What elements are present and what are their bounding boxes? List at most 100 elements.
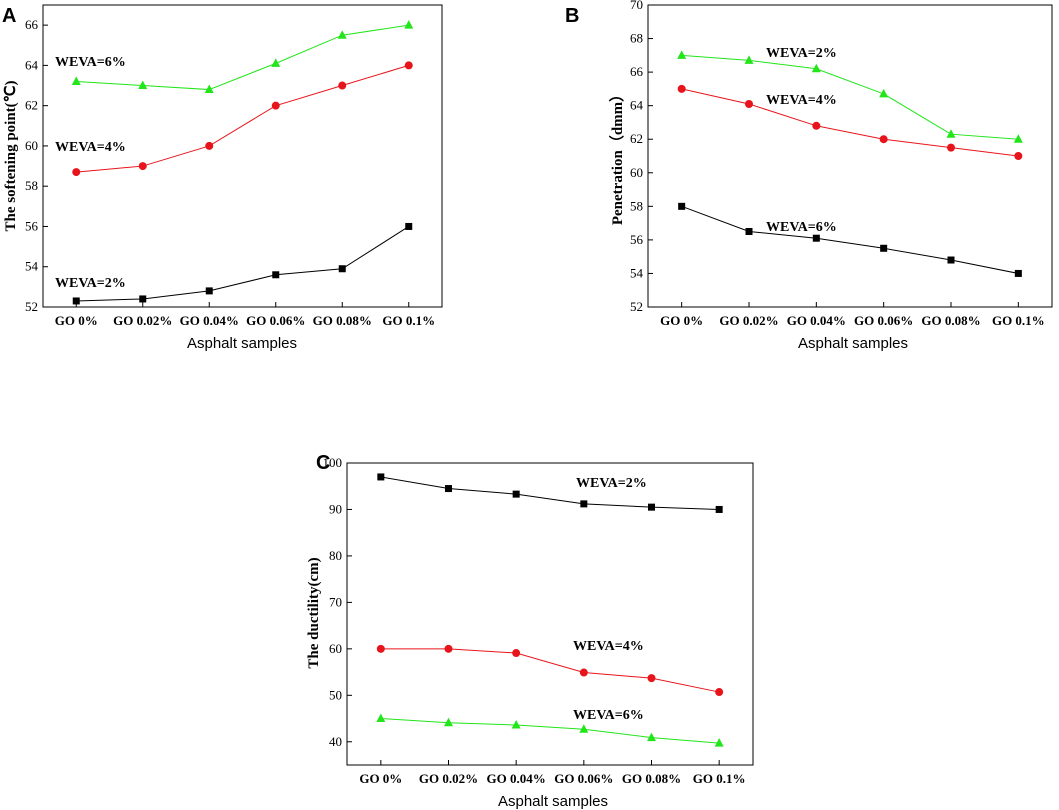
x-tick-label: GO 0.02%	[719, 313, 778, 328]
x-tick-label: GO 0.06%	[246, 313, 305, 328]
series-line-2	[681, 54, 1019, 140]
data-point-triangle	[811, 63, 821, 73]
series-line-0	[681, 205, 1019, 274]
y-tick-label: 60	[25, 138, 38, 153]
chart-panel-c: 40 50 60 70 80 90 100 GO 0% GO 0.02% GO 0.04% GO 0…	[306, 452, 754, 810]
data-point-square	[1014, 269, 1022, 277]
data-point-circle	[647, 674, 656, 683]
data-point-triangle	[71, 76, 81, 86]
data-point-triangle	[404, 20, 414, 29]
data-point-circle	[138, 162, 147, 171]
series-line-2	[76, 24, 409, 91]
series-annotation: WEVA=2%	[55, 276, 126, 291]
x-tick-label: GO 0%	[55, 313, 98, 328]
y-tick-label: 40	[329, 734, 342, 749]
y-tick-label: 52	[25, 299, 38, 314]
chart-panel-a: 52 54 56 58 60 62 64 66 GO 0% GO 0.02% GO 0.04% GO …	[2, 4, 443, 352]
x-tick-label: GO 0.1%	[992, 313, 1045, 328]
data-point-circle	[579, 668, 588, 677]
panel-label: A	[2, 5, 16, 27]
x-axis-title: Asphalt samples	[187, 335, 297, 352]
x-tick-label: GO 0.1%	[693, 771, 746, 786]
y-axis-title: The softening point(℃)	[3, 80, 19, 231]
data-point-triangle	[376, 713, 386, 723]
data-point-square	[205, 287, 213, 295]
data-point-triangle	[744, 55, 754, 64]
series-line-0	[380, 476, 720, 510]
data-point-circle	[444, 644, 453, 653]
data-point-square	[880, 244, 888, 252]
y-axis-title: The ductility(cm)	[306, 557, 322, 668]
data-point-square	[580, 500, 588, 508]
y-tick-label: 50	[329, 687, 342, 702]
series-annotation: WEVA=4%	[573, 639, 644, 654]
data-point-circle	[338, 81, 347, 90]
series-line-2	[380, 718, 720, 744]
data-point-square	[648, 503, 655, 511]
x-tick-label: GO 0.04%	[787, 313, 846, 328]
data-point-square	[512, 490, 520, 498]
data-point-square	[338, 265, 346, 273]
data-point-circle	[512, 649, 521, 658]
data-point-circle	[271, 101, 280, 110]
y-tick-label: 70	[630, 0, 643, 12]
data-point-circle	[404, 61, 413, 70]
data-point-circle	[677, 84, 686, 93]
data-point-circle	[376, 644, 385, 653]
plot-frame	[346, 462, 754, 766]
x-axis-title: Asphalt samples	[498, 793, 608, 810]
series-annotation: WEVA=2%	[576, 476, 647, 491]
data-point-square	[947, 256, 955, 264]
y-tick-label: 68	[630, 31, 643, 46]
data-point-circle	[1014, 152, 1023, 160]
x-tick-label: GO 0.08%	[622, 771, 681, 786]
data-point-triangle	[511, 720, 521, 729]
y-tick-label: 62	[630, 131, 643, 146]
plot-frame	[647, 4, 1053, 308]
x-tick-label: GO 0%	[359, 771, 402, 786]
y-tick-label: 54	[25, 259, 39, 274]
data-point-square	[678, 202, 686, 210]
y-tick-label: 64	[25, 57, 39, 72]
data-point-circle	[72, 168, 81, 177]
y-tick-label: 56	[25, 218, 39, 233]
y-tick-label: 56	[630, 232, 644, 247]
series-annotation: WEVA=2%	[766, 46, 837, 61]
series-line-1	[76, 64, 409, 173]
data-point-triangle	[444, 717, 453, 727]
x-tick-label: GO 0.06%	[554, 771, 613, 786]
data-point-triangle	[271, 58, 281, 67]
y-tick-label: 54	[630, 265, 644, 280]
chart-panel-b: 52 54 56 58 60 62 64 66 68 70 GO 0% GO 0.02% GO 0.04…	[565, 0, 1053, 352]
y-tick-label: 90	[329, 501, 342, 516]
x-tick-label: GO 0.02%	[113, 313, 172, 328]
data-point-circle	[745, 99, 753, 108]
y-tick-label: 58	[630, 198, 643, 213]
y-tick-label: 60	[630, 165, 643, 180]
data-point-square	[445, 485, 452, 493]
data-point-triangle	[879, 88, 889, 98]
x-tick-label: GO 0.1%	[382, 313, 435, 328]
data-point-circle	[879, 135, 888, 144]
y-tick-label: 66	[630, 64, 644, 79]
data-point-triangle	[677, 50, 687, 59]
data-point-square	[745, 228, 753, 235]
x-tick-label: GO 0%	[660, 313, 703, 328]
data-point-square	[377, 473, 385, 481]
series-annotation: WEVA=6%	[573, 708, 644, 723]
y-tick-label: 60	[329, 641, 342, 656]
data-point-triangle	[579, 724, 589, 733]
x-tick-label: GO 0.02%	[419, 771, 478, 786]
x-tick-label: GO 0.08%	[921, 313, 980, 328]
series-annotation: WEVA=6%	[766, 220, 837, 235]
data-point-square	[812, 234, 820, 242]
data-point-circle	[205, 141, 214, 150]
data-point-triangle	[647, 732, 656, 742]
y-tick-label: 70	[329, 594, 342, 609]
y-tick-label: 100	[323, 455, 343, 470]
data-point-circle	[715, 688, 724, 697]
data-point-square	[715, 505, 723, 513]
data-point-square	[72, 297, 80, 305]
data-point-triangle	[138, 80, 148, 90]
